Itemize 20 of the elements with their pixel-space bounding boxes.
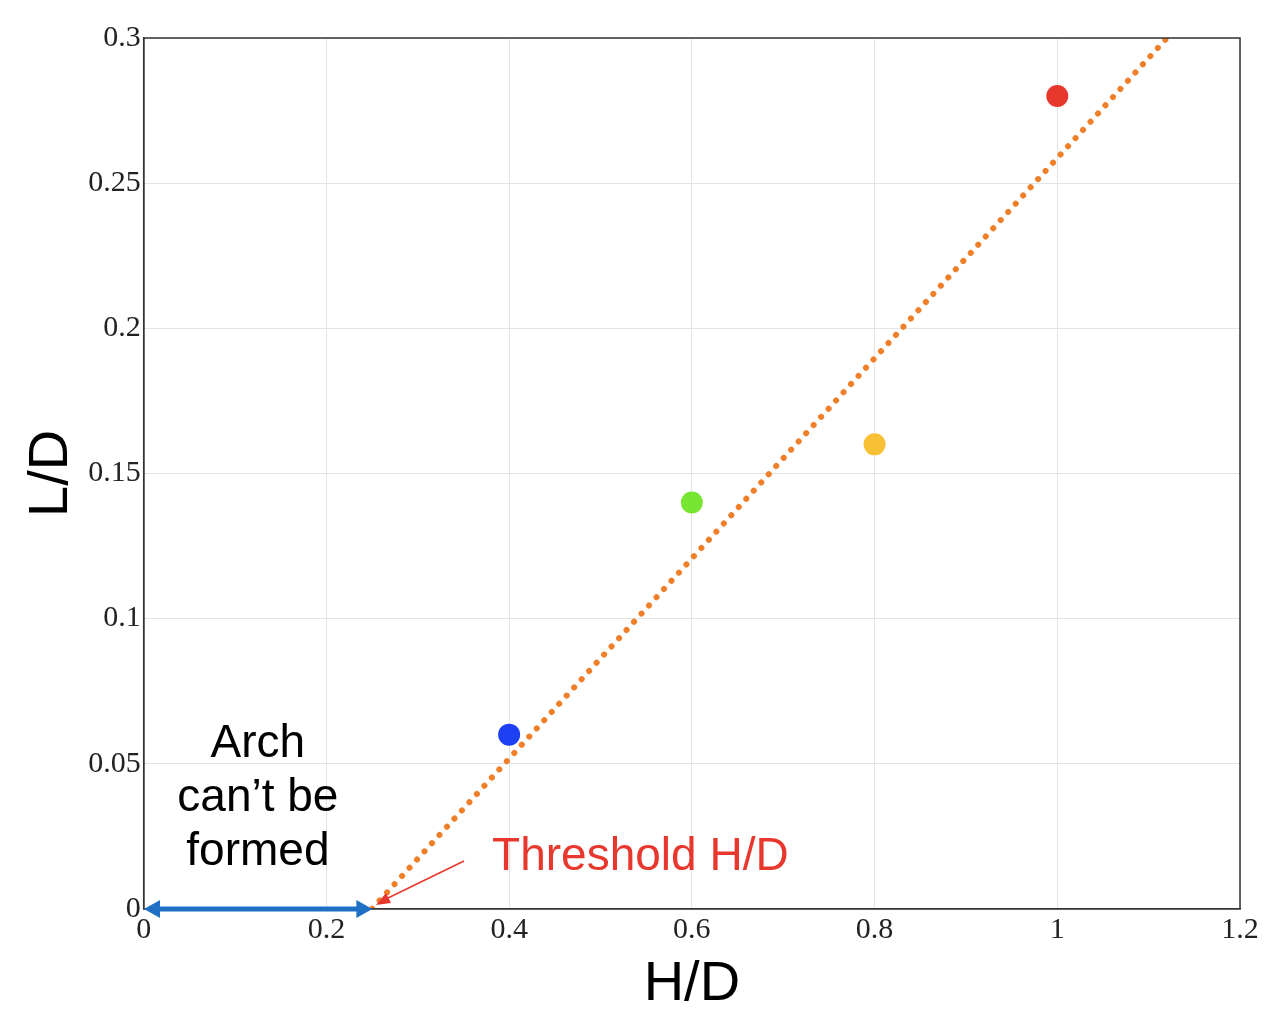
x-tick-label: 0.4 bbox=[490, 910, 528, 944]
point bbox=[498, 723, 521, 746]
x-tick-label: 1.2 bbox=[1221, 910, 1259, 944]
x-axis-title: H/D bbox=[643, 948, 741, 1012]
y-tick-label: 0.3 bbox=[103, 18, 141, 52]
point bbox=[680, 491, 703, 514]
x-tick-label: 1 bbox=[1049, 910, 1065, 944]
y-tick-label: 0.15 bbox=[88, 454, 141, 488]
point bbox=[863, 433, 886, 456]
annotation: Arch can’t be formed bbox=[176, 713, 340, 876]
y-axis-title: L/D bbox=[16, 429, 80, 517]
y-tick-label: 0.25 bbox=[88, 164, 141, 198]
y-tick-label: 0.2 bbox=[103, 309, 141, 343]
y-tick-label: 0.05 bbox=[88, 744, 141, 778]
y-tick-label: 0.1 bbox=[103, 599, 141, 633]
x-tick-label: 0.6 bbox=[673, 910, 711, 944]
point bbox=[1046, 85, 1069, 108]
x-tick-label: 0.8 bbox=[855, 910, 894, 944]
annotation: Threshold H/D bbox=[492, 826, 789, 881]
x-tick-label: 0.2 bbox=[307, 910, 346, 944]
